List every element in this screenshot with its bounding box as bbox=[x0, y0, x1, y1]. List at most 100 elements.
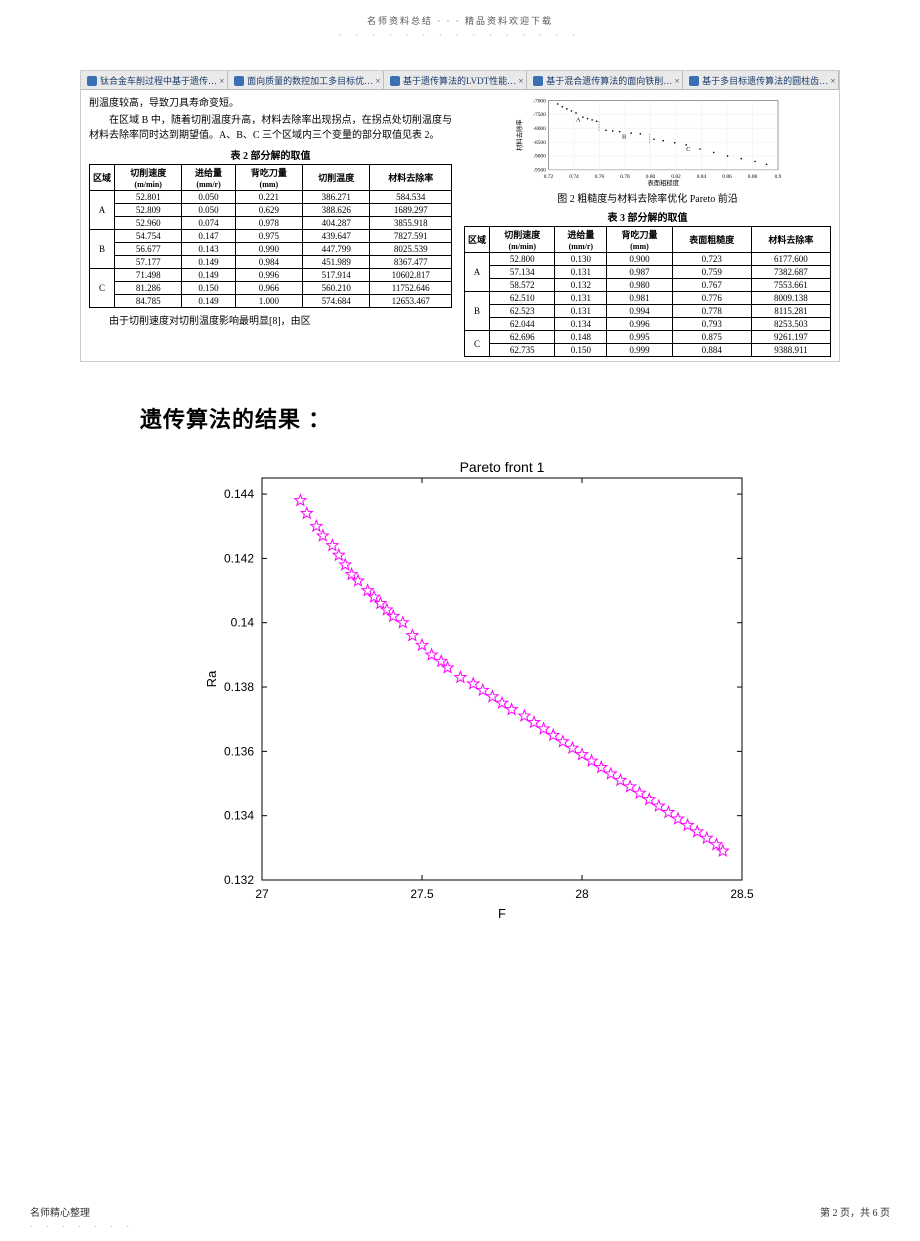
data-cell: 560.210 bbox=[303, 282, 370, 295]
data-cell: 0.981 bbox=[607, 292, 672, 305]
embed-tab-1[interactable]: 面向质量的数控加工多目标优… × bbox=[228, 71, 384, 89]
table-row: C71.4980.1490.996517.91410602.817 bbox=[90, 269, 452, 282]
data-cell: 0.995 bbox=[607, 331, 672, 344]
data-cell: 0.987 bbox=[607, 266, 672, 279]
data-cell: 0.132 bbox=[555, 279, 607, 292]
data-cell: 0.131 bbox=[555, 266, 607, 279]
data-cell: 12653.467 bbox=[370, 295, 452, 308]
pdf-icon bbox=[689, 76, 699, 86]
data-cell: 62.735 bbox=[490, 344, 555, 357]
svg-text:-9000: -9000 bbox=[533, 154, 546, 160]
tab-label: 基于多目标遗传算法的圆柱齿… × bbox=[702, 74, 835, 87]
svg-text:0.82: 0.82 bbox=[671, 174, 681, 180]
data-cell: 0.980 bbox=[607, 279, 672, 292]
table3-title: 表 3 部分解的取值 bbox=[464, 209, 831, 224]
footer: 名师精心整理 第 2 页，共 6 页 bbox=[0, 924, 920, 1233]
footer-dots-left: · · · · · · · bbox=[0, 1223, 920, 1241]
data-cell: 0.875 bbox=[672, 331, 751, 344]
tab-label: 基于遗传算法的LVDT性能… × bbox=[403, 74, 524, 87]
data-cell: 0.978 bbox=[235, 217, 302, 230]
embed-tab-2[interactable]: 基于遗传算法的LVDT性能… × bbox=[384, 71, 527, 89]
data-cell: 62.696 bbox=[490, 331, 555, 344]
tab-label: 基于混合遗传算法的面向铁削… × bbox=[546, 74, 679, 87]
data-cell: 451.989 bbox=[303, 256, 370, 269]
data-cell: 6177.600 bbox=[751, 253, 830, 266]
section-title: 遗传算法的结果 ： bbox=[140, 402, 920, 434]
table-row: C62.6960.1480.9950.8759261.197 bbox=[465, 331, 831, 344]
table-row: 56.6770.1430.990447.7998025.539 bbox=[90, 243, 452, 256]
svg-text:-9500: -9500 bbox=[533, 168, 546, 174]
data-cell: 0.629 bbox=[235, 204, 302, 217]
svg-text:Ra: Ra bbox=[204, 670, 219, 687]
data-cell: 0.723 bbox=[672, 253, 751, 266]
svg-text:0.74: 0.74 bbox=[569, 174, 579, 180]
tab-bar: 钛合金车削过程中基于遗传… ×面向质量的数控加工多目标优… × 基于遗传算法的LV… bbox=[81, 71, 839, 90]
data-cell: 0.134 bbox=[555, 318, 607, 331]
table-row: 84.7850.1491.000574.68412653.467 bbox=[90, 295, 452, 308]
region-cell: B bbox=[90, 230, 115, 269]
pareto-chart: Pareto front 10.1440.1420.140.1380.1360.… bbox=[200, 454, 760, 924]
svg-text:0.76: 0.76 bbox=[595, 174, 605, 180]
svg-text:0.84: 0.84 bbox=[697, 174, 707, 180]
data-cell: 0.131 bbox=[555, 292, 607, 305]
data-cell: 439.647 bbox=[303, 230, 370, 243]
svg-text:0.14: 0.14 bbox=[231, 616, 255, 630]
data-cell: 57.134 bbox=[490, 266, 555, 279]
svg-text:0.132: 0.132 bbox=[224, 873, 254, 887]
data-cell: 0.999 bbox=[607, 344, 672, 357]
left-column: 削温度较高，导致刀具寿命变短。 在区域 B 中，随着切削温度升高，材料去除率出现… bbox=[89, 96, 460, 357]
data-cell: 0.130 bbox=[555, 253, 607, 266]
data-cell: 3855.918 bbox=[370, 217, 452, 230]
col-header: 区域 bbox=[90, 165, 115, 191]
embed-tab-3[interactable]: 基于混合遗传算法的面向铁削… × bbox=[527, 71, 683, 89]
header-dots: · · · · · · · · · · · · · · · bbox=[0, 31, 920, 70]
data-cell: 0.767 bbox=[672, 279, 751, 292]
data-cell: 388.626 bbox=[303, 204, 370, 217]
table-row: B54.7540.1470.975439.6477827.591 bbox=[90, 230, 452, 243]
table-row: 58.5720.1320.9800.7677553.661 bbox=[465, 279, 831, 292]
table2-title: 表 2 部分解的取值 bbox=[89, 147, 452, 162]
region-cell: B bbox=[465, 292, 490, 331]
svg-text:B: B bbox=[622, 134, 626, 141]
col-header: 背吃刀量(mm) bbox=[235, 165, 302, 191]
data-cell: 0.759 bbox=[672, 266, 751, 279]
svg-text:0.72: 0.72 bbox=[544, 174, 554, 180]
data-cell: 81.286 bbox=[115, 282, 182, 295]
data-cell: 0.148 bbox=[555, 331, 607, 344]
data-cell: 62.523 bbox=[490, 305, 555, 318]
pdf-icon bbox=[234, 76, 244, 86]
data-cell: 7827.591 bbox=[370, 230, 452, 243]
footer-left: 名师精心整理 bbox=[30, 1204, 90, 1219]
col-header: 进给量(mm/r) bbox=[182, 165, 235, 191]
data-cell: 0.149 bbox=[182, 256, 235, 269]
col-header: 背吃刀量(mm) bbox=[607, 227, 672, 253]
paragraph-3: 由于切削速度对切削温度影响最明显[8]，由区 bbox=[89, 314, 452, 329]
data-cell: 57.177 bbox=[115, 256, 182, 269]
svg-text:-8000: -8000 bbox=[533, 126, 546, 132]
data-cell: 62.510 bbox=[490, 292, 555, 305]
table-row: 62.7350.1500.9990.8849388.911 bbox=[465, 344, 831, 357]
data-cell: 8367.477 bbox=[370, 256, 452, 269]
data-cell: 0.147 bbox=[182, 230, 235, 243]
svg-text:28.5: 28.5 bbox=[730, 887, 754, 901]
data-cell: 0.149 bbox=[182, 269, 235, 282]
data-cell: 0.884 bbox=[672, 344, 751, 357]
paragraph-1: 削温度较高，导致刀具寿命变短。 bbox=[89, 96, 452, 111]
table-row: 57.1340.1310.9870.7597382.687 bbox=[465, 266, 831, 279]
data-cell: 517.914 bbox=[303, 269, 370, 282]
col-header: 材料去除率 bbox=[751, 227, 830, 253]
svg-text:0.9: 0.9 bbox=[775, 174, 782, 180]
data-cell: 0.975 bbox=[235, 230, 302, 243]
table-row: 62.0440.1340.9960.7938253.503 bbox=[465, 318, 831, 331]
data-cell: 0.131 bbox=[555, 305, 607, 318]
table-3: 区域切削速度(m/min)进给量(mm/r)背吃刀量(mm)表面粗糙度材料去除率… bbox=[464, 226, 831, 357]
embed-tab-4[interactable]: 基于多目标遗传算法的圆柱齿… × bbox=[683, 71, 839, 89]
embed-tab-0[interactable]: 钛合金车削过程中基于遗传… × bbox=[81, 71, 228, 89]
table-row: 81.2860.1500.966560.21011752.646 bbox=[90, 282, 452, 295]
right-column: -7000-7500-8000-8500-9000-95000.720.740.… bbox=[460, 96, 831, 357]
svg-text:27.5: 27.5 bbox=[410, 887, 434, 901]
svg-text:-7000: -7000 bbox=[533, 98, 546, 104]
data-cell: 0.050 bbox=[182, 191, 235, 204]
data-cell: 54.754 bbox=[115, 230, 182, 243]
data-cell: 0.900 bbox=[607, 253, 672, 266]
